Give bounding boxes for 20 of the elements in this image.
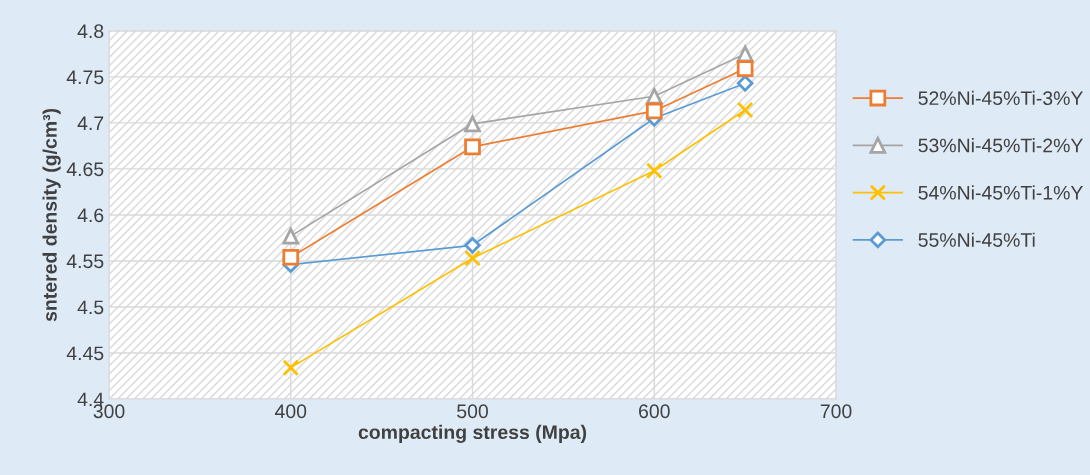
legend-label: 52%Ni-45%Ti-3%Y — [918, 90, 1083, 106]
legend-label: 54%Ni-45%Ti-1%Y — [918, 185, 1083, 200]
legend-label: 55%Ni-45%Ti — [918, 232, 1035, 247]
x-tick-label: 700 — [820, 404, 852, 419]
x-tick-label: 600 — [639, 404, 670, 419]
y-tick-label: 4.8 — [77, 24, 104, 39]
y-tick-label: 4.45 — [66, 346, 104, 361]
y-tick-label: 4.7 — [77, 116, 104, 130]
y-tick-label: 4.65 — [66, 162, 104, 177]
y-tick-label: 4.75 — [66, 70, 104, 85]
y-tick-label: 4.4 — [77, 392, 104, 407]
x-tick-label: 400 — [274, 404, 307, 419]
y-tick-label: 4.6 — [77, 208, 104, 223]
y-tick-label: 4.55 — [66, 254, 104, 269]
y-tick-label: 4.5 — [77, 300, 104, 315]
y-axis-title: sntered density (g/cm³) — [42, 108, 61, 322]
x-axis-title: compacting stress (Mpa) — [358, 424, 587, 443]
legend-label: 53%Ni-45%Ti-2%Y — [918, 138, 1083, 153]
x-tick-label: 300 — [93, 404, 125, 419]
x-tick-label: 500 — [457, 404, 488, 419]
